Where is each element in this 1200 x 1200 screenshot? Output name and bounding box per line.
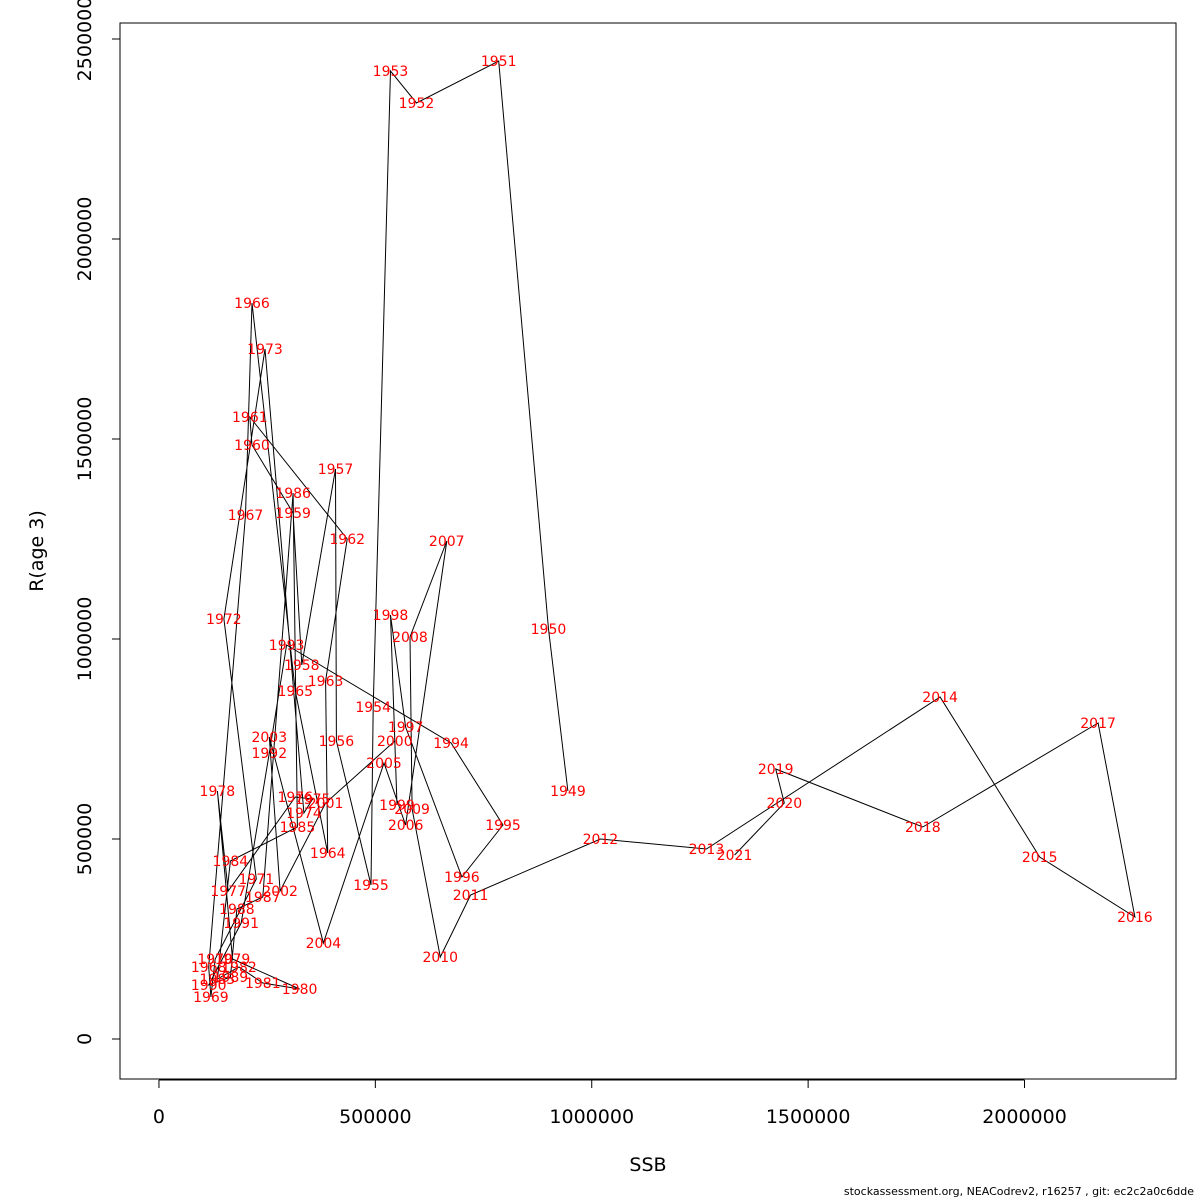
year-label: 1987 <box>245 890 281 906</box>
year-label: 1999 <box>379 798 415 814</box>
year-label: 1958 <box>284 658 320 674</box>
year-label: 1993 <box>269 638 305 654</box>
year-label: 1949 <box>550 784 586 800</box>
year-label: 2018 <box>905 820 941 836</box>
year-label: 1974 <box>286 806 322 822</box>
y-axis-title: R(age 3) <box>26 510 48 592</box>
year-label: 2008 <box>392 630 428 646</box>
y-tick-label: 2000000 <box>74 197 96 282</box>
year-label: 2002 <box>262 884 298 900</box>
year-label: 2009 <box>394 802 430 818</box>
year-label: 1969 <box>193 990 229 1006</box>
plot-frame <box>119 22 1177 1080</box>
x-tick-label: 1000000 <box>549 1106 634 1128</box>
year-label: 1992 <box>251 746 287 762</box>
year-label: 1957 <box>318 462 354 478</box>
x-tick-label: 2000000 <box>982 1106 1067 1128</box>
recruitment-path <box>207 60 1136 998</box>
year-label: 2015 <box>1022 850 1058 866</box>
year-label: 1990 <box>191 978 227 994</box>
year-label: 1989 <box>213 970 249 986</box>
year-label: 1981 <box>245 976 281 992</box>
year-label: 2016 <box>1117 910 1153 926</box>
year-label: 1951 <box>481 54 517 70</box>
year-label: 2019 <box>758 762 794 778</box>
year-label: 2012 <box>583 832 619 848</box>
year-label: 1953 <box>373 64 409 80</box>
y-tick-label: 1500000 <box>74 397 96 482</box>
year-label: 2000 <box>377 734 413 750</box>
x-tick-label: 1500000 <box>766 1106 851 1128</box>
y-tick-label: 0 <box>74 1033 96 1045</box>
footer-credit: stockassessment.org, NEACodrev2, r16257 … <box>843 1185 1194 1198</box>
year-label: 1975 <box>295 792 331 808</box>
x-tick-label: 500000 <box>339 1106 412 1128</box>
year-label: 2007 <box>429 534 465 550</box>
year-label: 1964 <box>310 846 346 862</box>
year-label: 2001 <box>308 796 344 812</box>
year-label: 1988 <box>219 902 255 918</box>
year-label: 2004 <box>306 936 342 952</box>
year-label: 1984 <box>213 854 249 870</box>
year-label: 1965 <box>277 684 313 700</box>
year-label: 2010 <box>422 950 458 966</box>
x-tick-label: 0 <box>153 1106 165 1128</box>
year-label: 1978 <box>200 784 236 800</box>
year-label: 2020 <box>767 796 803 812</box>
year-label: 1979 <box>215 952 251 968</box>
point-labels: 1949 1950 1951 1952 1953 1954 1955 1956 1957 1958… <box>191 54 1153 1006</box>
year-label: 1995 <box>485 818 521 834</box>
year-label: 1997 <box>388 720 424 736</box>
year-label: 1976 <box>277 790 313 806</box>
year-label: 1962 <box>329 532 365 548</box>
year-label: 1982 <box>221 960 257 976</box>
y-tick-label: 2500000 <box>74 0 96 81</box>
year-label: 1977 <box>210 884 246 900</box>
year-label: 1950 <box>531 622 567 638</box>
year-label: 2013 <box>689 842 725 858</box>
year-label: 1959 <box>275 506 311 522</box>
year-label: 2017 <box>1080 716 1116 732</box>
x-axis: 0 500000 1000000 1500000 2000000 <box>153 1079 1067 1128</box>
year-label: 1963 <box>308 674 344 690</box>
year-label: 1994 <box>433 736 469 752</box>
year-label: 1991 <box>223 916 259 932</box>
year-label: 1980 <box>282 982 318 998</box>
year-label: 1983 <box>200 972 236 988</box>
year-label: 2011 <box>453 888 489 904</box>
year-label: 2021 <box>717 848 753 864</box>
year-label: 1966 <box>234 296 270 312</box>
year-label: 2014 <box>922 690 958 706</box>
year-label: 1952 <box>399 96 435 112</box>
year-label: 2006 <box>388 818 424 834</box>
year-label: 1970 <box>197 952 233 968</box>
year-label: 1967 <box>228 508 264 524</box>
year-label: 2003 <box>251 730 287 746</box>
year-label: 1971 <box>239 872 275 888</box>
x-axis-title: SSB <box>629 1154 666 1176</box>
year-label: 1956 <box>319 734 355 750</box>
year-label: 2005 <box>366 756 402 772</box>
year-label: 1996 <box>444 870 480 886</box>
year-label: 1961 <box>232 410 268 426</box>
y-tick-label: 1000000 <box>74 597 96 682</box>
year-label: 1998 <box>373 608 409 624</box>
y-axis: 0 500000 1000000 1500000 2000000 2500000 <box>74 0 121 1045</box>
year-label: 1986 <box>275 486 311 502</box>
series-line <box>207 60 1136 998</box>
year-label: 1972 <box>206 612 242 628</box>
y-tick-label: 500000 <box>74 803 96 876</box>
year-label: 1968 <box>191 960 227 976</box>
year-label: 1955 <box>353 878 389 894</box>
year-label: 1960 <box>234 438 270 454</box>
year-label: 1973 <box>247 342 283 358</box>
year-label: 1985 <box>280 820 316 836</box>
year-label: 1954 <box>355 700 391 716</box>
